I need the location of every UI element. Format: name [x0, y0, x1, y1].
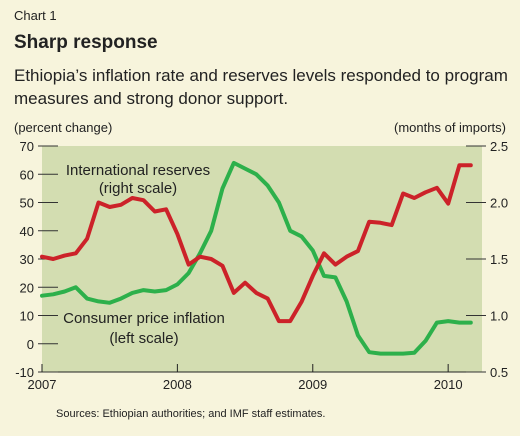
y-axis-left-label: (percent change)	[14, 120, 112, 135]
plot-area	[42, 146, 482, 372]
inflation-line	[40, 160, 473, 356]
annotation-reserves-scale: (right scale)	[99, 180, 177, 197]
y-right-tick-label: 2.5	[490, 139, 508, 154]
y-right-tick-label: 2.0	[490, 196, 508, 211]
y-right-tick-label: 1.0	[490, 309, 508, 324]
x-tick-label: 2009	[298, 377, 327, 392]
chart-subtitle: Ethiopia’s inflation rate and reserves l…	[14, 66, 508, 108]
x-tick-label: 2008	[163, 377, 192, 392]
y-right-tick-label: 0.5	[490, 365, 508, 380]
y-left-tick-label: 10	[20, 309, 34, 324]
y-left-tick-label: -10	[15, 365, 34, 380]
y-right-tick-label: 1.5	[490, 252, 508, 267]
y-left-tick-label: 20	[20, 280, 34, 295]
y-left-tick-label: 50	[20, 196, 34, 211]
source-note: Sources: Ethiopian authorities; and IMF …	[56, 408, 326, 420]
y-left-tick-label: 70	[20, 139, 34, 154]
y-axis-right-label: (months of imports)	[394, 120, 506, 135]
annotation-inflation-scale: (left scale)	[109, 330, 178, 347]
y-left-tick-label: 40	[20, 224, 34, 239]
y-left-tick-label: 0	[27, 337, 34, 352]
x-tick-label: 2007	[28, 377, 57, 392]
series-lines	[40, 160, 473, 356]
chart-number: Chart 1	[14, 8, 57, 23]
chart-title: Sharp response	[14, 32, 158, 53]
annotation-inflation-name: Consumer price inflation	[63, 310, 225, 327]
x-tick-label: 2010	[434, 377, 463, 392]
reserves-line	[40, 163, 473, 324]
annotation-reserves-name: International reserves	[66, 162, 210, 179]
y-left-tick-label: 60	[20, 167, 34, 182]
y-left-tick-label: 30	[20, 252, 34, 267]
axes: -10 0 10 20 30 40 50 60 70 0.5 1.0 1.5 2.0 2.5 2007 200…	[15, 139, 508, 392]
